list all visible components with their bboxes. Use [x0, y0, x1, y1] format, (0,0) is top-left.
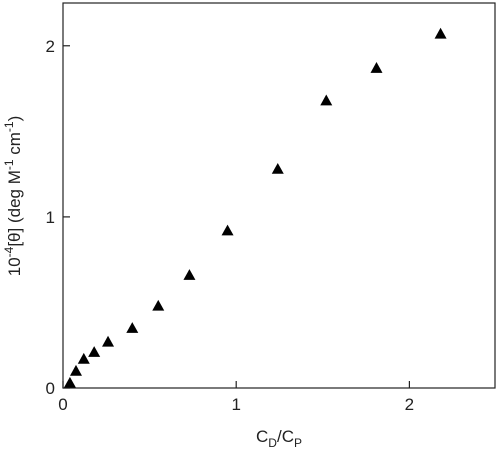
y-label-part: 10	[5, 257, 24, 276]
y-label-part: cm	[5, 132, 24, 159]
y-label-sup: -4	[2, 246, 16, 257]
y-axis-label: 10-4[θ] (deg M-1 cm-1)	[2, 116, 24, 277]
marker	[63, 376, 76, 388]
x-label-part: C	[256, 427, 268, 446]
x-tick-label: 0	[58, 395, 67, 414]
y-label-sup: -1	[2, 121, 16, 132]
y-tick-label: 1	[46, 208, 55, 227]
y-tick-label: 2	[46, 37, 55, 56]
y-tick-label: 0	[46, 379, 55, 398]
x-label-sub: D	[268, 436, 277, 450]
marker	[320, 94, 333, 106]
marker	[221, 224, 234, 236]
x-label-part: /C	[277, 427, 294, 446]
marker	[69, 364, 82, 376]
marker	[102, 335, 115, 347]
marker	[126, 322, 139, 333]
y-label-part: [θ] (deg M	[5, 170, 24, 247]
x-label-sub: P	[294, 436, 302, 450]
x-axis-label: CD/CP	[256, 427, 302, 450]
x-tick-label: 2	[405, 395, 414, 414]
plot-frame	[62, 2, 496, 389]
x-tick-label: 1	[231, 395, 240, 414]
marker	[434, 27, 447, 39]
y-label-part: )	[5, 116, 24, 122]
marker	[152, 299, 165, 311]
marker	[370, 62, 383, 73]
y-label-sup: -1	[2, 159, 16, 170]
marker	[77, 352, 90, 364]
marker	[183, 269, 196, 280]
marker	[271, 162, 284, 174]
marker	[88, 346, 101, 357]
